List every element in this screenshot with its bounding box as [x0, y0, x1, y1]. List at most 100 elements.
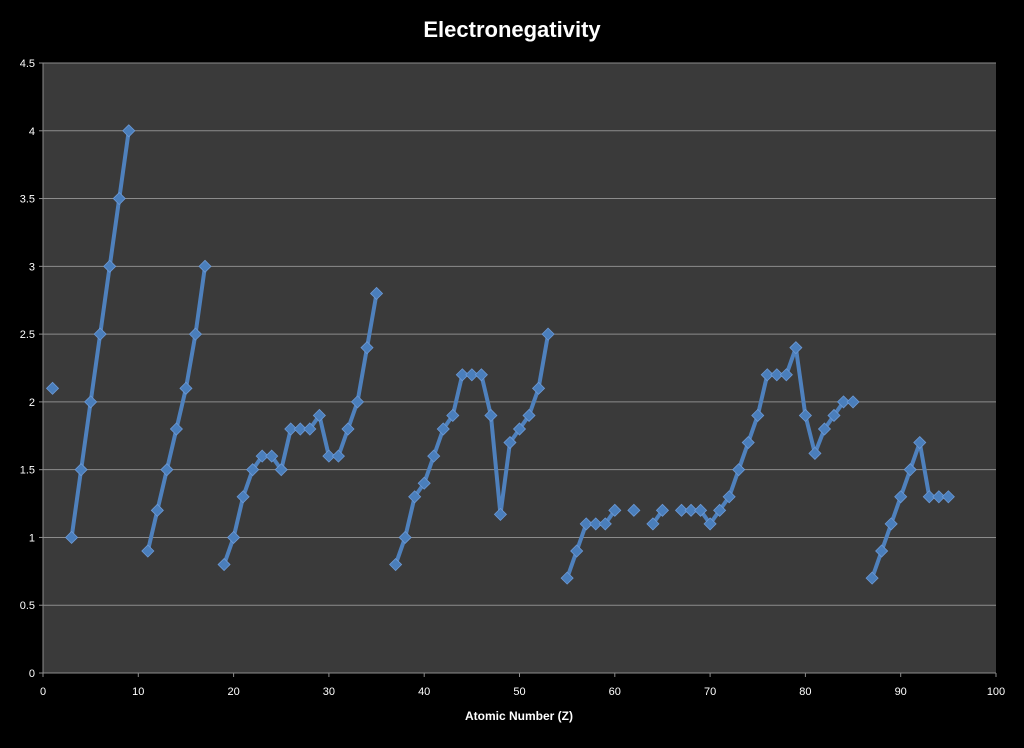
data-point-marker: [522, 408, 536, 423]
gridlines: [43, 62, 996, 674]
data-point-marker: [74, 463, 88, 477]
data-point-marker: [255, 449, 269, 463]
data-point-marker: [589, 517, 603, 531]
data-point-marker: [808, 446, 822, 460]
data-point-marker: [227, 530, 241, 545]
data-point-marker: [741, 435, 755, 450]
data-point-marker: [779, 368, 793, 382]
data-point-marker: [674, 503, 689, 517]
data-point-marker: [389, 557, 403, 572]
data-point-marker: [817, 422, 832, 436]
data-point-marker: [579, 517, 593, 531]
x-tick-label: 50: [513, 686, 525, 698]
y-tick-label: 3.5: [20, 194, 35, 206]
data-point-marker: [713, 503, 727, 517]
data-point-marker: [446, 408, 460, 423]
data-point-marker: [141, 544, 155, 558]
data-point-marker: [884, 517, 898, 531]
y-tick-label: 2: [29, 397, 35, 409]
data-point-marker: [541, 327, 555, 341]
data-point-marker: [922, 490, 936, 504]
x-tick-label: 80: [799, 686, 811, 698]
data-point-marker: [293, 422, 307, 436]
series-marker-layer: [45, 124, 955, 585]
data-point-marker: [655, 503, 670, 517]
data-point-marker: [512, 422, 527, 436]
plot-area: [43, 63, 996, 673]
data-point-marker: [865, 571, 879, 585]
data-point-marker: [236, 490, 250, 504]
data-point-marker: [941, 490, 955, 504]
data-point-marker: [312, 408, 326, 423]
y-tick-label: 4: [29, 126, 35, 138]
data-point-marker: [246, 463, 260, 477]
data-point-marker: [217, 557, 231, 572]
x-tick-label: 100: [987, 686, 1005, 698]
data-point-marker: [646, 517, 660, 531]
data-point-marker: [846, 395, 860, 409]
data-point-marker: [103, 259, 117, 273]
data-point-marker: [408, 490, 422, 504]
data-point-marker: [417, 476, 431, 490]
data-point-marker: [894, 490, 908, 504]
data-point-marker: [760, 368, 774, 382]
x-tick-label: 30: [323, 686, 335, 698]
data-point-marker: [503, 435, 517, 450]
data-point-marker: [798, 408, 812, 423]
x-tick-label: 10: [132, 686, 144, 698]
x-tick-label: 60: [609, 686, 621, 698]
data-point-marker: [703, 517, 717, 531]
y-tick-label: 2.5: [20, 329, 35, 341]
data-point-marker: [903, 463, 917, 477]
x-tick-label: 70: [704, 686, 716, 698]
y-tick-label: 3: [29, 261, 35, 273]
data-point-marker: [65, 530, 79, 545]
chart-title: Electronegativity: [423, 17, 601, 42]
data-point-marker: [455, 368, 469, 382]
data-point-marker: [484, 408, 498, 423]
data-point-marker: [303, 422, 317, 436]
data-point-marker: [598, 517, 612, 531]
data-point-marker: [570, 544, 584, 558]
data-point-marker: [732, 463, 746, 477]
data-point-marker: [493, 507, 508, 521]
data-point-marker: [474, 368, 488, 382]
x-tick-label: 20: [227, 686, 239, 698]
data-point-marker: [836, 395, 851, 409]
x-tick-label: 0: [40, 686, 46, 698]
data-point-marker: [198, 259, 212, 273]
data-point-marker: [827, 408, 841, 423]
data-point-marker: [436, 422, 450, 436]
y-tick-label: 0.5: [20, 600, 35, 612]
data-point-marker: [932, 490, 946, 504]
x-tick-label: 40: [418, 686, 430, 698]
data-point-marker: [274, 463, 288, 477]
data-point-marker: [341, 422, 355, 436]
data-point-marker: [684, 503, 698, 517]
data-point-marker: [93, 327, 107, 341]
data-point-marker: [751, 408, 765, 423]
data-point-marker: [789, 341, 803, 355]
y-tick-label: 0: [29, 668, 35, 680]
y-tick-label: 4.5: [20, 58, 35, 70]
data-point-marker: [150, 503, 164, 517]
axes: 0 0.5 1 1.5 2 2.5 3 3.5 4 4.5 0 10 20 30 40 50 60 70 80 90 1…: [20, 58, 1005, 698]
x-tick-label: 90: [895, 686, 907, 698]
data-point-marker: [560, 571, 574, 585]
data-point-marker: [350, 395, 365, 409]
data-point-marker: [169, 422, 183, 436]
data-point-marker: [427, 449, 441, 463]
data-point-marker: [265, 449, 279, 463]
data-point-marker: [875, 544, 889, 558]
data-point-marker: [331, 449, 345, 463]
data-point-marker: [694, 503, 708, 517]
data-point-marker: [188, 327, 203, 341]
x-axis-title: Atomic Number (Z): [465, 709, 573, 723]
data-point-marker: [360, 341, 374, 355]
y-tick-label: 1: [29, 532, 35, 544]
data-point-marker: [398, 530, 412, 545]
data-point-marker: [112, 191, 126, 206]
data-point-marker: [722, 490, 736, 504]
